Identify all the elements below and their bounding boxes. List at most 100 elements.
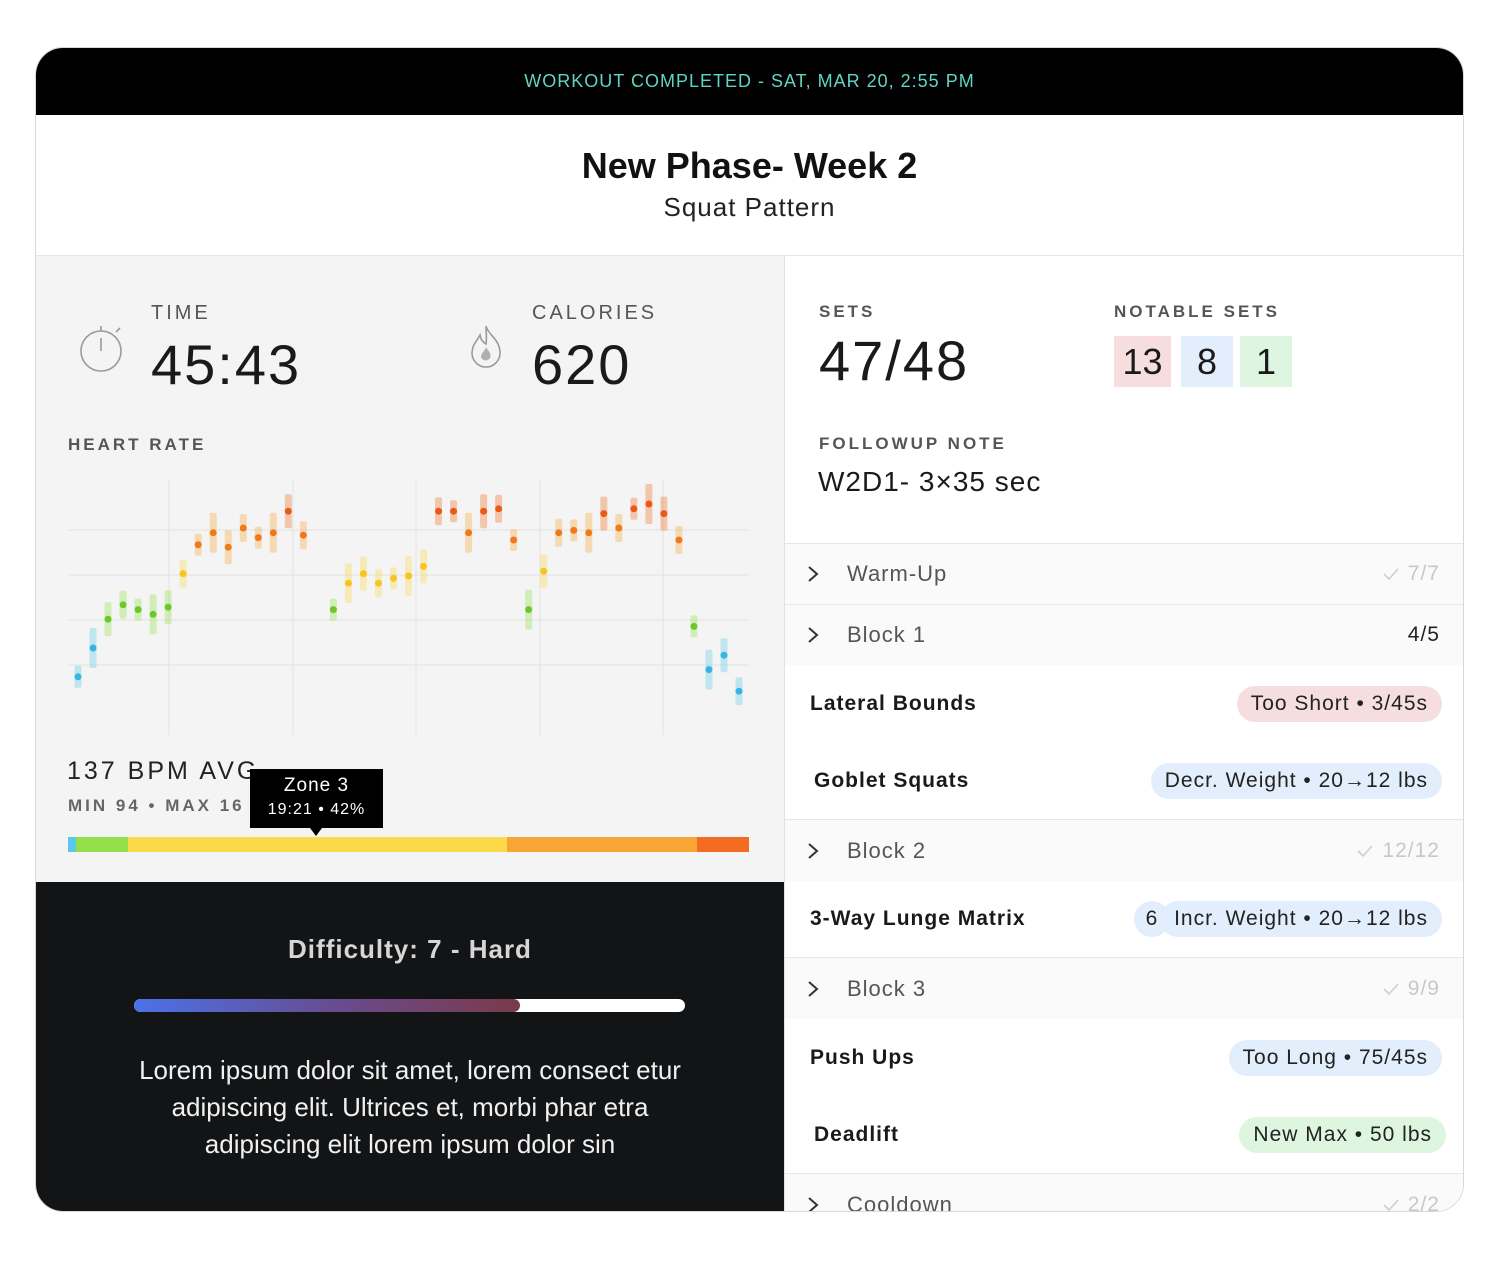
section-name: Cooldown <box>847 1191 953 1212</box>
section-count: 9/9 <box>1382 977 1440 1001</box>
workout-summary-card: WORKOUT COMPLETED - SAT, MAR 20, 2:55 PM… <box>35 47 1464 1212</box>
hr-point <box>149 610 157 618</box>
hr-point <box>164 603 172 611</box>
flame-icon <box>471 325 501 368</box>
hr-point <box>329 606 337 614</box>
exercise-tag: Decr. Weight • 20→12 lbs <box>1150 763 1442 799</box>
zone-segment-4[interactable] <box>506 837 697 852</box>
exercise-tag: New Max • 50 lbs <box>1239 1117 1446 1153</box>
difficulty-label: Difficulty: 7 - Hard <box>288 934 532 964</box>
hr-point <box>405 572 412 580</box>
hr-point <box>735 687 743 695</box>
hr-point <box>299 531 307 539</box>
exercise-row[interactable]: Goblet Squats Decr. Weight • 20→12 lbs <box>785 743 1463 819</box>
section-name: Block 3 <box>847 975 927 1001</box>
exercise-tag: Too Long • 75/45s <box>1228 1040 1442 1076</box>
tooltip-zone: Zone 3 <box>283 775 350 796</box>
hr-point <box>615 524 623 532</box>
hr-point <box>660 510 668 518</box>
chevron-right-icon <box>808 1196 819 1211</box>
followup-note: W2D1- 3×35 sec <box>818 466 1042 497</box>
hr-point <box>104 615 112 623</box>
difficulty-note: Lorem ipsum dolor sit amet, lorem consec… <box>139 1055 681 1159</box>
exercise-row[interactable]: Push Ups Too Long • 75/45s <box>785 1019 1463 1097</box>
notable-count-red[interactable]: 13 <box>1114 336 1171 387</box>
tooltip-detail: 19:21 • 42% <box>267 801 366 818</box>
hr-point <box>555 529 563 537</box>
hr-point <box>179 570 187 578</box>
workout-title: New Phase- Week 2 <box>581 145 918 186</box>
chart-marks <box>74 484 743 706</box>
followup-label: FOLLOWUP NOTE <box>819 434 1007 453</box>
check-icon <box>1357 844 1374 857</box>
calories-label: CALORIES <box>532 302 658 324</box>
hr-point <box>194 541 202 549</box>
chevron-right-icon <box>808 980 819 997</box>
section-cooldown[interactable]: Cooldown 2/2 <box>785 1173 1463 1212</box>
hr-point <box>374 579 382 587</box>
hr-point <box>600 510 608 518</box>
section-block-3[interactable]: Block 3 9/9 <box>785 957 1463 1019</box>
notable-count-blue[interactable]: 8 <box>1181 336 1233 387</box>
completion-banner: WORKOUT COMPLETED - SAT, MAR 20, 2:55 PM <box>36 48 1463 115</box>
zone-segment-3[interactable] <box>127 837 507 852</box>
section-count-value: 12/12 <box>1382 838 1440 862</box>
section-count: 12/12 <box>1356 839 1440 863</box>
zone-segment-2[interactable] <box>76 837 128 852</box>
hr-point <box>525 606 533 614</box>
hr-point <box>239 524 247 532</box>
chevron-right-icon <box>808 842 819 859</box>
exercise-row[interactable]: Deadlift New Max • 50 lbs <box>785 1097 1463 1173</box>
min-max-bpm: MIN 94 • MAX 16 <box>68 796 245 815</box>
notable-sets-label: NOTABLE SETS <box>1114 302 1281 321</box>
hr-point <box>705 666 713 674</box>
zone-segment-5[interactable] <box>696 837 749 852</box>
section-count-value: 9/9 <box>1407 976 1440 1000</box>
heart-rate-zone-bar[interactable] <box>68 837 749 852</box>
hr-point <box>344 579 352 587</box>
hr-point <box>465 529 473 537</box>
hr-point <box>570 526 578 534</box>
hr-point <box>480 507 488 515</box>
exercise-name: Lateral Bounds <box>810 692 977 715</box>
hr-point <box>720 651 728 659</box>
check-icon <box>1383 982 1399 995</box>
title-area: New Phase- Week 2 Squat Pattern <box>36 115 1463 256</box>
zone-segment-1[interactable] <box>68 837 77 852</box>
time-value: 45:43 <box>151 333 302 396</box>
sets-value: 47/48 <box>819 329 970 392</box>
hr-point <box>359 570 367 578</box>
exercise-name: Deadlift <box>814 1123 900 1146</box>
hr-point <box>630 505 638 513</box>
notable-count-green[interactable]: 1 <box>1240 336 1292 387</box>
hr-point <box>254 534 262 542</box>
hr-point <box>89 644 97 652</box>
hr-point <box>435 507 443 515</box>
section-count-value: 7/7 <box>1407 562 1440 585</box>
section-block-1[interactable]: Block 1 4/5 <box>785 604 1463 665</box>
exercise-row[interactable]: 3-Way Lunge Matrix 6 Incr. Weight • 20→1… <box>785 881 1463 957</box>
workout-subtitle: Squat Pattern <box>663 192 836 222</box>
difficulty-fill <box>134 999 520 1012</box>
section-name: Warm-Up <box>847 561 948 586</box>
section-count: 7/7 <box>1382 562 1440 586</box>
section-count-value: 2/2 <box>1407 1192 1440 1212</box>
section-block-2[interactable]: Block 2 12/12 <box>785 819 1463 881</box>
hr-point <box>675 536 683 544</box>
section-count: 2/2 <box>1382 1192 1440 1212</box>
section-warmup[interactable]: Warm-Up 7/7 <box>785 543 1463 604</box>
hr-point <box>690 622 698 630</box>
hr-point <box>540 567 548 575</box>
sets-panel: SETS 47/48 NOTABLE SETS 13 8 1 FOLLOWUP … <box>784 256 1463 1212</box>
tooltip-pointer <box>310 828 322 836</box>
section-name: Block 1 <box>847 622 927 647</box>
difficulty-slider[interactable] <box>134 999 685 1012</box>
calories-value: 620 <box>532 333 632 396</box>
section-count-value: 4/5 <box>1407 623 1440 646</box>
exercise-tag: Too Short • 3/45s <box>1236 686 1442 722</box>
hr-point <box>269 529 277 537</box>
exercise-row[interactable]: Lateral Bounds Too Short • 3/45s <box>785 665 1463 743</box>
hr-point <box>585 529 593 537</box>
hr-point <box>510 536 518 544</box>
exercise-tag: Incr. Weight • 20→12 lbs <box>1160 901 1442 937</box>
